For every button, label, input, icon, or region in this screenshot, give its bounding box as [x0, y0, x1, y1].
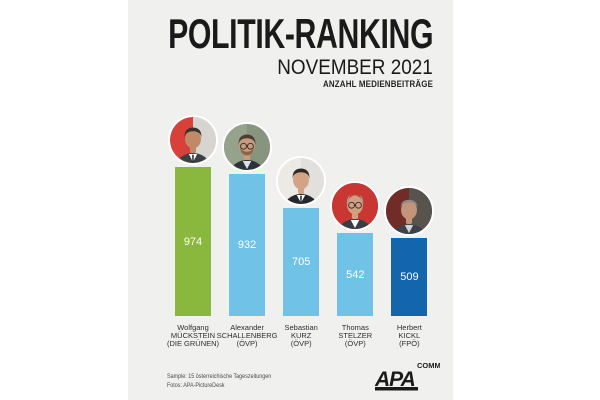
bar-schallenberg: 932 — [229, 174, 266, 316]
photo-credit: Fotos: APA-PictureDesk — [167, 382, 225, 389]
last-name: STELZER — [338, 331, 373, 340]
last-name: SCHALLENBERG — [216, 331, 278, 340]
last-name: KURZ — [290, 331, 312, 340]
party: (FPÖ) — [399, 339, 420, 348]
chart-subtitle: NOVEMBER 2021 — [277, 56, 433, 79]
infographic-card: POLITIK-RANKING NOVEMBER 2021 ANZAHL MED… — [128, 0, 453, 400]
politician-photo-schallenberg — [222, 122, 273, 172]
comm-logo-text: COMM — [417, 361, 440, 370]
party: (ÖVP) — [344, 339, 366, 348]
bar-value-label: 932 — [237, 239, 257, 251]
party: (ÖVP) — [236, 339, 258, 348]
first-name: Sebastian — [284, 323, 318, 332]
bar-category-label: Herbert KICKL (FPÖ) — [369, 324, 449, 348]
apa-comm-logo: APA COMM — [374, 357, 441, 393]
bar-value-label: 509 — [400, 271, 419, 283]
party: (DIE GRÜNEN) — [166, 339, 220, 348]
bar-category-label: Sebastian KURZ (ÖVP) — [261, 324, 341, 348]
last-name: KICKL — [398, 331, 421, 340]
bar-kurz: 705 — [283, 208, 320, 316]
first-name: Thomas — [341, 323, 369, 332]
chart-title: POLITIK-RANKING — [167, 10, 433, 57]
apa-logo-text: APA — [374, 368, 415, 391]
politician-photo-kurz — [276, 156, 327, 206]
politician-photo-mueckstein — [168, 115, 218, 165]
first-name: Alexander — [230, 323, 264, 332]
bar-stelzer: 542 — [337, 233, 374, 316]
politician-photo-stelzer — [330, 181, 381, 231]
chart-measure-label: ANZAHL MEDIENBEITRÄGE — [322, 79, 433, 89]
bar-value-label: 974 — [183, 235, 203, 248]
politician-photo-kickl — [384, 186, 435, 236]
last-name: MÜCKSTEIN — [170, 331, 216, 340]
bar-value-label: 542 — [346, 268, 365, 281]
bar-category-label: Thomas STELZER (ÖVP) — [315, 324, 395, 348]
party: (ÖVP) — [290, 339, 312, 348]
source-note: Sample: 15 österreichische Tageszeitunge… — [167, 372, 293, 390]
bar-kickl: 509 — [391, 238, 428, 316]
first-name: Herbert — [396, 323, 422, 332]
bar-mueckstein: 974 — [175, 167, 211, 316]
first-name: Wolfgang — [177, 323, 209, 332]
bar-category-label: Alexander SCHALLENBERG (ÖVP) — [207, 324, 287, 348]
apa-logo-underline — [375, 387, 418, 391]
sample-note: Sample: 15 österreichische Tageszeitunge… — [167, 373, 272, 380]
bar-category-label: Wolfgang MÜCKSTEIN (DIE GRÜNEN) — [153, 324, 233, 348]
bar-value-label: 705 — [292, 256, 311, 268]
